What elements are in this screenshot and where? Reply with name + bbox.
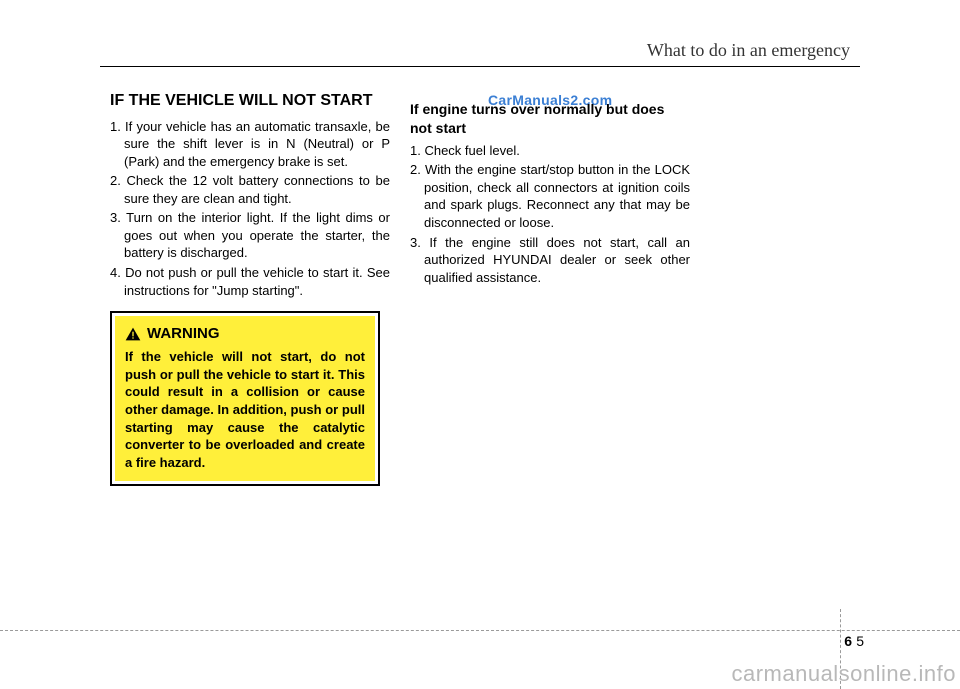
warning-box: WARNING If the vehicle will not start, d… xyxy=(110,311,380,486)
section-title: IF THE VEHICLE WILL NOT START xyxy=(110,90,390,112)
subheading: If engine turns over normally but does n… xyxy=(410,100,690,138)
list-item: 1. Check fuel level. xyxy=(410,142,690,160)
list-item: 2. Check the 12 volt battery connections… xyxy=(110,172,390,207)
right-column: If engine turns over normally but does n… xyxy=(410,100,690,288)
warning-inner: WARNING If the vehicle will not start, d… xyxy=(115,316,375,481)
list-item: 4. Do not push or pull the vehicle to st… xyxy=(110,264,390,299)
warning-title-row: WARNING xyxy=(125,324,365,344)
list-item: 3. If the engine still does not start, c… xyxy=(410,234,690,287)
footer-dash-horizontal xyxy=(0,630,960,631)
page-number: 5 xyxy=(856,633,864,649)
running-head: What to do in an emergency xyxy=(647,40,850,61)
section-number: 6 xyxy=(844,633,852,649)
list-item: 2. With the engine start/stop button in … xyxy=(410,161,690,231)
header-rule xyxy=(100,66,860,67)
left-column: IF THE VEHICLE WILL NOT START 1. If your… xyxy=(110,90,390,486)
watermark-bottom: carmanualsonline.info xyxy=(731,661,956,687)
warning-icon xyxy=(125,327,141,341)
warning-label: WARNING xyxy=(147,324,220,344)
list-item: 3. Turn on the interior light. If the li… xyxy=(110,209,390,262)
list-item: 1. If your vehicle has an automatic tran… xyxy=(110,118,390,171)
warning-text: If the vehicle will not start, do not pu… xyxy=(125,348,365,471)
manual-page: What to do in an emergency CarManuals2.c… xyxy=(0,0,960,689)
